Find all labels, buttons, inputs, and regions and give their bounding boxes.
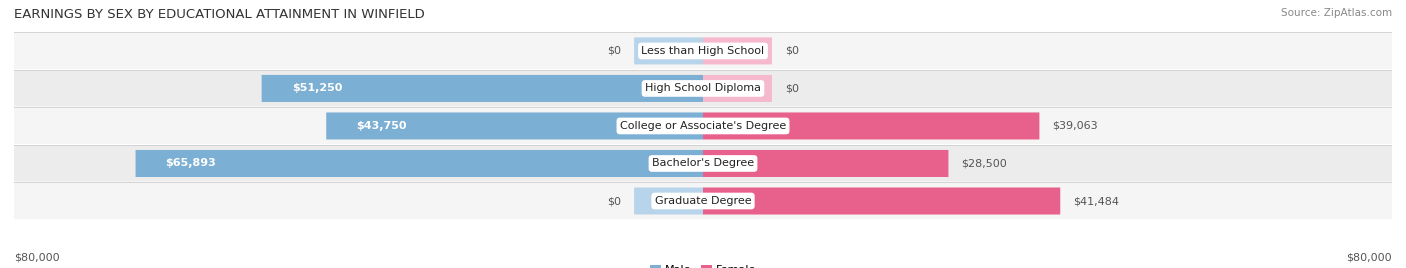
- Text: $0: $0: [607, 46, 621, 56]
- Text: $65,893: $65,893: [166, 158, 217, 169]
- FancyBboxPatch shape: [14, 146, 1392, 181]
- FancyBboxPatch shape: [14, 108, 1392, 144]
- FancyBboxPatch shape: [634, 38, 703, 64]
- FancyBboxPatch shape: [703, 150, 949, 177]
- Text: $41,484: $41,484: [1073, 196, 1119, 206]
- Text: High School Diploma: High School Diploma: [645, 83, 761, 94]
- FancyBboxPatch shape: [135, 150, 703, 177]
- FancyBboxPatch shape: [703, 75, 772, 102]
- Text: $43,750: $43,750: [356, 121, 406, 131]
- Text: Graduate Degree: Graduate Degree: [655, 196, 751, 206]
- Text: College or Associate's Degree: College or Associate's Degree: [620, 121, 786, 131]
- Text: $0: $0: [785, 83, 799, 94]
- FancyBboxPatch shape: [703, 188, 1060, 214]
- FancyBboxPatch shape: [326, 113, 703, 139]
- Text: EARNINGS BY SEX BY EDUCATIONAL ATTAINMENT IN WINFIELD: EARNINGS BY SEX BY EDUCATIONAL ATTAINMEN…: [14, 8, 425, 21]
- Text: $80,000: $80,000: [14, 253, 59, 263]
- Text: Source: ZipAtlas.com: Source: ZipAtlas.com: [1281, 8, 1392, 18]
- Text: Less than High School: Less than High School: [641, 46, 765, 56]
- Text: $39,063: $39,063: [1052, 121, 1098, 131]
- Legend: Male, Female: Male, Female: [645, 260, 761, 268]
- FancyBboxPatch shape: [14, 70, 1392, 106]
- FancyBboxPatch shape: [14, 33, 1392, 69]
- FancyBboxPatch shape: [262, 75, 703, 102]
- Text: Bachelor's Degree: Bachelor's Degree: [652, 158, 754, 169]
- Text: $0: $0: [607, 196, 621, 206]
- Text: $51,250: $51,250: [292, 83, 342, 94]
- FancyBboxPatch shape: [703, 38, 772, 64]
- Text: $80,000: $80,000: [1347, 253, 1392, 263]
- FancyBboxPatch shape: [703, 113, 1039, 139]
- FancyBboxPatch shape: [634, 188, 703, 214]
- Text: $28,500: $28,500: [962, 158, 1007, 169]
- Text: $0: $0: [785, 46, 799, 56]
- FancyBboxPatch shape: [14, 183, 1392, 219]
